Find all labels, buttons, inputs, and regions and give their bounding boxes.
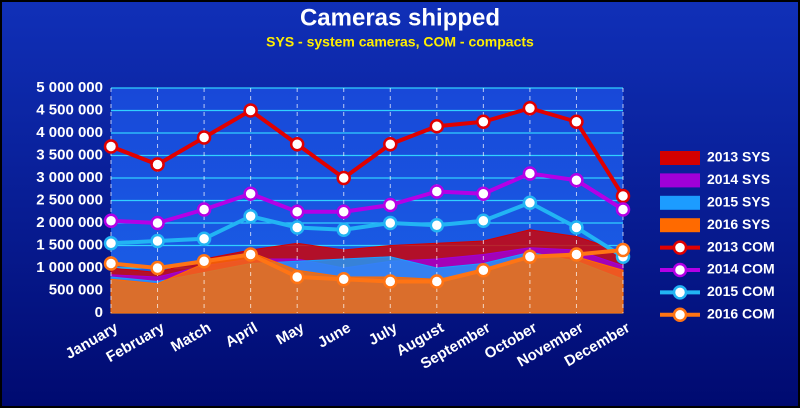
marker xyxy=(243,186,258,201)
marker xyxy=(615,188,631,204)
y-tick-label: 4 500 000 xyxy=(36,101,103,118)
marker xyxy=(522,249,538,264)
y-tick-label: 2 500 000 xyxy=(36,191,103,208)
y-tick-label: 1 500 000 xyxy=(36,236,103,253)
legend-swatch xyxy=(660,218,700,233)
y-tick-label: 3 500 000 xyxy=(36,146,103,163)
marker xyxy=(150,233,165,249)
legend-swatch xyxy=(660,173,700,188)
marker xyxy=(243,209,258,224)
y-tick-label: 1 000 000 xyxy=(36,259,103,276)
marker xyxy=(196,254,212,269)
marker xyxy=(476,114,491,129)
marker xyxy=(429,184,445,199)
legend-label: 2016 SYS xyxy=(707,216,770,232)
marker xyxy=(476,213,491,228)
chart-title: Cameras shipped xyxy=(300,4,500,31)
y-tick-label: 500 000 xyxy=(49,281,103,298)
marker xyxy=(150,157,165,172)
chart-subtitle: SYS - system cameras, COM - compacts xyxy=(266,34,534,50)
marker xyxy=(569,173,584,188)
marker xyxy=(615,202,631,217)
marker xyxy=(336,222,351,237)
marker xyxy=(150,215,165,231)
marker xyxy=(429,218,445,233)
marker xyxy=(522,195,538,210)
marker xyxy=(243,103,258,118)
legend-label: 2014 SYS xyxy=(707,171,770,187)
marker xyxy=(429,274,445,289)
marker xyxy=(336,204,351,219)
marker xyxy=(522,101,538,116)
marker xyxy=(522,166,538,181)
marker xyxy=(569,220,584,235)
line xyxy=(110,248,624,284)
legend-swatch xyxy=(660,195,700,210)
legend-label: 2013 SYS xyxy=(707,149,770,165)
line xyxy=(110,200,625,259)
marker xyxy=(196,231,212,246)
legend-label: 2016 COM xyxy=(707,306,775,322)
line xyxy=(110,171,625,225)
marker xyxy=(196,130,212,145)
marker xyxy=(336,170,351,186)
marker xyxy=(289,204,305,219)
marker xyxy=(103,256,119,271)
marker xyxy=(243,247,258,262)
marker xyxy=(429,119,445,134)
marker xyxy=(103,236,119,251)
marker xyxy=(476,263,491,278)
legend-label: 2014 COM xyxy=(707,261,775,277)
legend-swatch xyxy=(672,240,688,255)
marker xyxy=(569,247,584,262)
marker xyxy=(476,186,491,201)
marker xyxy=(289,220,305,235)
legend-label: 2015 SYS xyxy=(707,194,770,210)
marker xyxy=(615,242,631,258)
marker xyxy=(569,114,584,129)
marker xyxy=(289,269,305,285)
marker xyxy=(383,137,398,152)
legend-swatch xyxy=(660,151,700,165)
marker xyxy=(383,197,398,213)
legend-swatch xyxy=(672,307,688,323)
marker xyxy=(103,139,119,154)
y-tick-label: 2 000 000 xyxy=(36,214,103,231)
marker xyxy=(383,215,398,231)
y-tick-label: 3 000 000 xyxy=(36,169,103,186)
y-tick-label: 4 000 000 xyxy=(36,124,103,141)
legend-label: 2013 COM xyxy=(707,238,775,254)
legend-swatch xyxy=(672,285,688,300)
line xyxy=(110,106,625,198)
marker xyxy=(150,260,165,276)
y-tick-label: 0 xyxy=(95,304,103,321)
marker xyxy=(383,274,398,289)
marker xyxy=(103,213,119,228)
marker xyxy=(336,272,351,287)
legend-swatch xyxy=(672,262,688,278)
marker xyxy=(289,137,305,152)
legend-label: 2015 COM xyxy=(707,283,775,299)
y-tick-label: 5 000 000 xyxy=(36,79,103,96)
marker xyxy=(196,202,212,217)
